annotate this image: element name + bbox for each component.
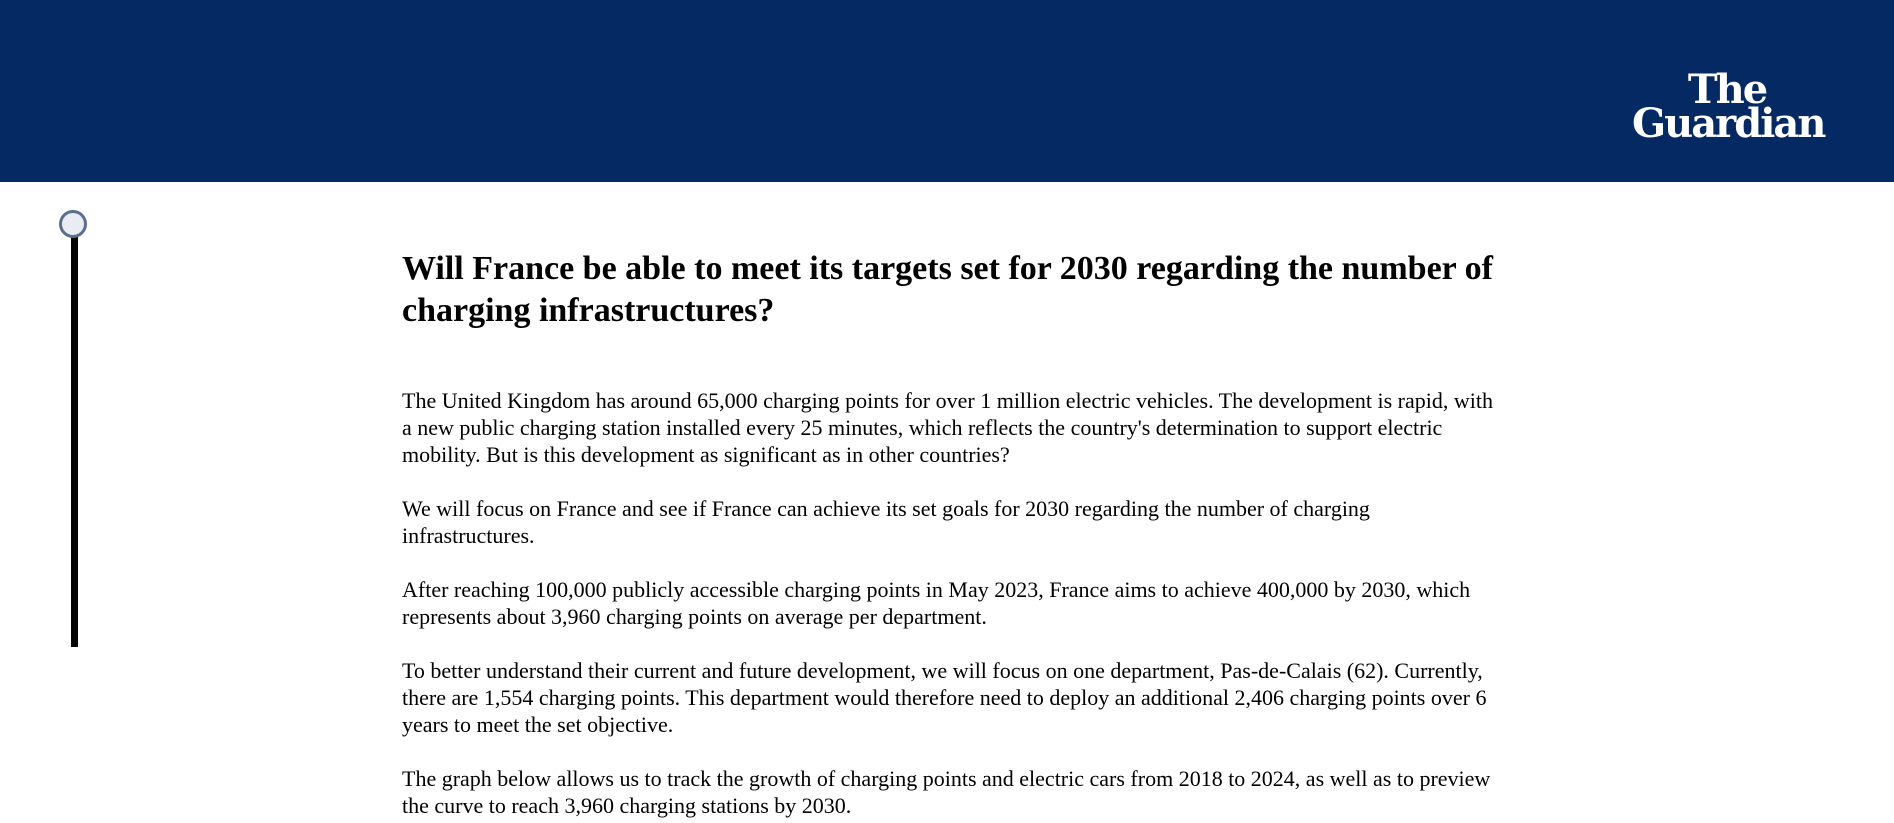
article-paragraph-4: To better understand their current and f… — [402, 658, 1487, 737]
article-title: Will France be able to meet its targets … — [402, 250, 1493, 329]
masthead: The Guardian — [0, 0, 1894, 182]
guardian-logo[interactable]: The Guardian — [1632, 66, 1826, 147]
scroll-progress-track — [71, 225, 78, 647]
scroll-progress-knob[interactable] — [59, 210, 87, 238]
logo-line-the: The — [1687, 66, 1768, 113]
article-paragraph-5: The graph below allows us to track the g… — [402, 766, 1491, 818]
article-paragraph-2: We will focus on France and see if Franc… — [402, 496, 1370, 548]
logo-line-guardian: Guardian — [1632, 100, 1826, 147]
article-paragraph-1: The United Kingdom has around 65,000 cha… — [402, 388, 1493, 467]
article-paragraph-3: After reaching 100,000 publicly accessib… — [402, 577, 1471, 629]
article: Will France be able to meet its targets … — [402, 248, 1507, 819]
